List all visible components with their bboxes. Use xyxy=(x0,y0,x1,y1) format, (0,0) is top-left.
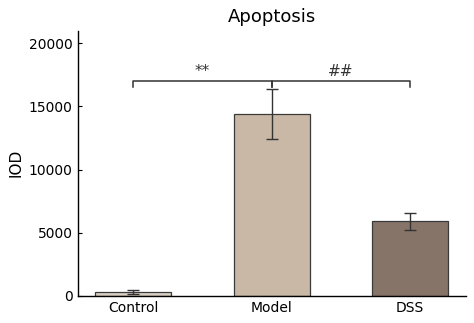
Text: ##: ## xyxy=(328,64,354,79)
Bar xyxy=(234,114,310,296)
Bar xyxy=(95,292,171,296)
Title: Apoptosis: Apoptosis xyxy=(228,8,316,26)
Bar xyxy=(372,221,448,296)
Y-axis label: IOD: IOD xyxy=(9,149,23,177)
Text: **: ** xyxy=(195,64,210,79)
